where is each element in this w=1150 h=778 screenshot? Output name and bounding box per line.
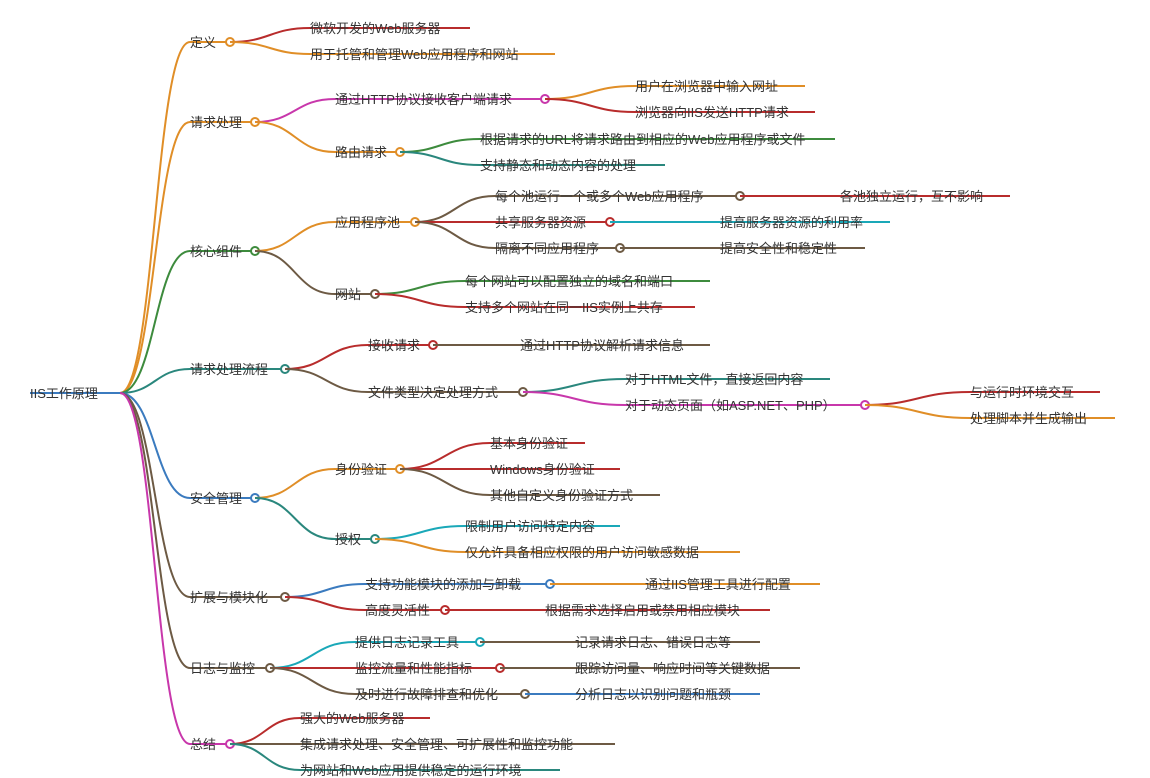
edge (415, 222, 495, 248)
node-label: 限制用户访问特定内容 (465, 519, 595, 534)
edge (270, 642, 355, 668)
node-label: 及时进行故障排查和优化 (355, 687, 498, 702)
edge (400, 139, 480, 152)
edge (523, 379, 625, 392)
edge (400, 443, 490, 469)
edge (230, 42, 310, 54)
edge (270, 668, 355, 694)
edge (285, 597, 365, 610)
node-label: 提供日志记录工具 (355, 635, 459, 650)
root-label: IIS工作原理 (30, 386, 98, 401)
edge (545, 99, 635, 112)
edge (865, 405, 970, 418)
node-label: 提高服务器资源的利用率 (720, 215, 863, 230)
node-label: 集成请求处理、安全管理、可扩展性和监控功能 (300, 737, 573, 752)
node-label: 微软开发的Web服务器 (310, 21, 441, 36)
edge (545, 86, 635, 99)
node-label: 文件类型决定处理方式 (368, 385, 498, 400)
edge (120, 42, 190, 393)
node-label: 处理脚本并生成输出 (970, 411, 1087, 426)
node-label: 浏览器向IIS发送HTTP请求 (635, 105, 789, 120)
node-label: 总结 (190, 737, 216, 752)
node-label: 高度灵活性 (365, 603, 430, 618)
node-label: 为网站和Web应用提供稳定的运行环境 (300, 763, 522, 778)
edge (285, 369, 368, 392)
node-label: 其他自定义身份验证方式 (490, 488, 633, 503)
edge (523, 392, 625, 405)
node-label: 各池独立运行，互不影响 (840, 189, 983, 204)
node-label: 共享服务器资源 (495, 215, 586, 230)
node-label: 根据需求选择启用或禁用相应模块 (545, 603, 740, 618)
node-label: 记录请求日志、错误日志等 (575, 635, 731, 650)
edge (230, 744, 300, 770)
edge (255, 222, 335, 251)
node-label: 对于动态页面（如ASP.NET、PHP） (625, 398, 836, 413)
edge (120, 393, 190, 498)
edge (400, 152, 480, 165)
edge (285, 345, 368, 369)
node-label: 提高安全性和稳定性 (720, 241, 837, 256)
node-label: 通过HTTP协议解析请求信息 (520, 338, 684, 353)
edge (415, 196, 495, 222)
node-label: 日志与监控 (190, 661, 255, 676)
edge (375, 294, 465, 307)
node-label: 每个网站可以配置独立的域名和端口 (465, 274, 673, 289)
node-label: 强大的Web服务器 (300, 711, 405, 726)
node-label: 扩展与模块化 (190, 590, 268, 605)
edge (230, 28, 310, 42)
node-label: 用户在浏览器中输入网址 (635, 79, 778, 94)
node-label: 仅允许具备相应权限的用户访问敏感数据 (465, 545, 699, 560)
edge (255, 99, 335, 122)
node-label: 接收请求 (368, 338, 420, 353)
node-label: 路由请求 (335, 145, 387, 160)
node-label: 身份验证 (335, 462, 387, 477)
node-label: 对于HTML文件，直接返回内容 (625, 372, 803, 387)
edge (375, 526, 465, 539)
node-label: 与运行时环境交互 (970, 385, 1074, 400)
node-label: 每个池运行一个或多个Web应用程序 (495, 189, 704, 204)
edge (285, 584, 365, 597)
node-label: 分析日志以识别问题和瓶颈 (575, 687, 731, 702)
edge (255, 469, 335, 498)
edge (375, 539, 465, 552)
node-label: 支持静态和动态内容的处理 (480, 158, 636, 173)
edge (400, 469, 490, 495)
edge (865, 392, 970, 405)
node-label: 用于托管和管理Web应用程序和网站 (310, 47, 519, 62)
node-label: 定义 (190, 35, 216, 50)
mindmap-canvas: IIS工作原理 定义 微软开发的Web服务器用于托管和管理Web应用程序和网站请求处… (0, 0, 1150, 778)
node-label: 基本身份验证 (490, 436, 568, 451)
edge (230, 718, 300, 744)
node-label: 支持功能模块的添加与卸载 (365, 577, 521, 592)
node-label: 应用程序池 (335, 215, 400, 230)
node-label: 根据请求的URL将请求路由到相应的Web应用程序或文件 (480, 132, 806, 147)
edge (255, 498, 335, 539)
edge (120, 122, 190, 393)
node-label: 网站 (335, 287, 361, 302)
node-label: 隔离不同应用程序 (495, 241, 599, 256)
edge (120, 251, 190, 393)
edge (375, 281, 465, 294)
edge (120, 393, 190, 668)
node-label: 通过IIS管理工具进行配置 (645, 577, 791, 592)
node-label: 支持多个网站在同一IIS实例上共存 (465, 300, 663, 315)
node-label: 请求处理 (190, 115, 242, 130)
edge (255, 251, 335, 294)
node-label: 核心组件 (190, 244, 242, 259)
node-label: 跟踪访问量、响应时间等关键数据 (575, 661, 770, 676)
node-label: 通过HTTP协议接收客户端请求 (335, 92, 512, 107)
node-label: 安全管理 (190, 491, 242, 506)
node-label: 请求处理流程 (190, 362, 268, 377)
edge (255, 122, 335, 152)
node-label: 授权 (335, 532, 361, 547)
node-label: Windows身份验证 (490, 462, 595, 477)
node-label: 监控流量和性能指标 (355, 661, 472, 676)
